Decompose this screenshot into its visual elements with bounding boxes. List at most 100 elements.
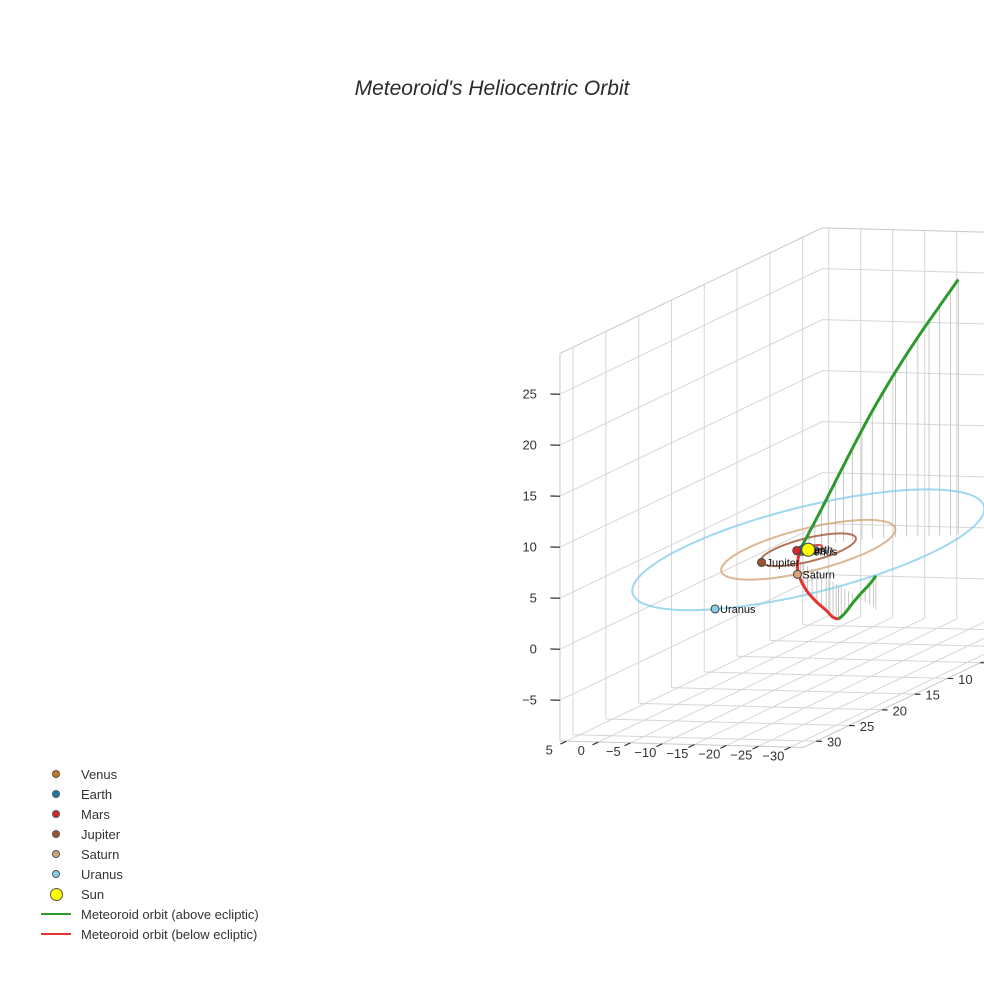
legend-label-sun: Sun: [81, 886, 105, 902]
venus-marker-icon: [52, 770, 60, 778]
z-tick-label: 0: [530, 642, 537, 657]
floor-gridline-x: [758, 637, 984, 747]
wall-x-gridline-z: [559, 472, 823, 599]
x-tick-mark: [752, 745, 759, 750]
legend-item-jupiter[interactable]: Jupiter: [40, 824, 259, 844]
wall-x-gridline-z: [559, 574, 823, 701]
planet-label-jupiter: Jupiter: [767, 557, 800, 569]
floor-gridline-x: [566, 615, 829, 742]
planet-label-saturn: Saturn: [802, 569, 834, 581]
z-tick-label: 20: [522, 438, 536, 453]
x-tick-mark: [688, 744, 695, 748]
floor-gridline-y: [671, 687, 915, 695]
legend-label-mars: Mars: [81, 806, 110, 822]
wall-x-gridline-z: [559, 523, 823, 650]
wall-y-gridline-z: [822, 523, 984, 529]
legend-item-below-ecliptic[interactable]: Meteoroid orbit (below ecliptic): [40, 924, 259, 944]
green-line-icon: [41, 913, 71, 915]
floor-gridline-x: [662, 617, 925, 745]
wall-y-gridline-z: [822, 319, 984, 325]
floor-gridline-y: [802, 624, 984, 631]
axis-box-edge: [559, 740, 804, 748]
floor-gridline-y: [769, 640, 984, 647]
x-tick-label: −20: [698, 747, 720, 762]
y-tick-label: 30: [827, 735, 841, 750]
wall-x-gridline-z: [559, 319, 823, 446]
floor-gridline-y: [638, 702, 882, 711]
x-tick-label: 0: [578, 743, 585, 758]
legend-item-saturn[interactable]: Saturn: [40, 844, 259, 864]
wall-y-gridline-z: [822, 472, 984, 478]
earth-marker-icon: [52, 790, 60, 798]
legend-label-jupiter: Jupiter: [81, 826, 121, 842]
wall-x-gridline-z: [559, 370, 823, 497]
y-tick-label: 25: [860, 719, 874, 734]
floor-gridline-x: [598, 616, 861, 743]
meteoroid-orbit-above-2: [837, 575, 878, 621]
z-tick-label: 25: [522, 387, 536, 402]
legend-label-above-ecliptic: Meteoroid orbit (above ecliptic): [81, 906, 259, 922]
z-tick-label: 10: [522, 540, 536, 555]
legend-label-venus: Venus: [81, 766, 118, 782]
meteoroid-orbit-above-1: [798, 278, 960, 551]
x-tick-label: −25: [730, 747, 752, 762]
legend-label-uranus: Uranus: [81, 866, 123, 882]
y-tick-label: 10: [958, 672, 972, 687]
floor-gridline-x: [790, 653, 984, 748]
x-tick-label: 5: [546, 742, 553, 757]
x-tick-label: −10: [634, 745, 656, 760]
axis-box-edge: [802, 660, 984, 748]
meteoroid-orbit: [795, 278, 960, 621]
axis-box-edge: [559, 227, 823, 354]
chart-title: Meteoroid's Heliocentric Orbit: [355, 77, 631, 100]
sun-marker-icon: [49, 887, 63, 901]
floor-gridline-y: [573, 734, 817, 742]
x-tick-label: −15: [666, 746, 688, 761]
x-tick-mark: [784, 746, 791, 751]
mars-marker-icon: [52, 810, 60, 818]
red-line-icon: [41, 933, 71, 935]
legend-item-sun[interactable]: Sun: [40, 884, 259, 904]
x-tick-mark: [624, 742, 631, 747]
uranus-marker-icon: [52, 870, 60, 878]
legend-label-saturn: Saturn: [81, 846, 120, 862]
x-tick-mark: [560, 740, 567, 745]
tick-layer: −30−25−20−15−10−505−5051015202530−505101…: [522, 387, 984, 763]
legend-item-earth[interactable]: Earth: [40, 784, 259, 804]
wall-y-gridline-z: [822, 574, 984, 580]
orbit-uranus: [631, 488, 984, 612]
legend-label-earth: Earth: [81, 786, 113, 802]
x-tick-label: −30: [762, 748, 784, 763]
floor-gridline-x: [694, 618, 957, 746]
meteoroid-orbit-below: [795, 551, 839, 621]
floor-gridline-y: [737, 655, 981, 664]
floor-gridline-x: [630, 616, 893, 744]
legend-label-below-ecliptic: Meteoroid orbit (below ecliptic): [81, 926, 258, 942]
wall-x-gridline-z: [559, 421, 823, 548]
z-tick-label: −5: [522, 693, 537, 708]
wall-x-gridline-z: [559, 268, 823, 395]
x-tick-mark: [720, 744, 727, 749]
wall-y-gridline-z: [822, 370, 984, 376]
sun-marker: [801, 542, 816, 557]
wall-y-gridline-z: [822, 421, 984, 427]
axis-box-edge: [822, 227, 984, 233]
legend-item-above-ecliptic[interactable]: Meteoroid orbit (above ecliptic): [40, 904, 259, 924]
legend-item-mars[interactable]: Mars: [40, 804, 259, 824]
legend-item-venus[interactable]: Venus: [40, 764, 259, 784]
planet-marker-mars: [792, 545, 802, 555]
planet-marker-saturn: [792, 569, 802, 579]
legend-item-uranus[interactable]: Uranus: [40, 864, 259, 884]
x-tick-mark: [656, 743, 663, 748]
planet-marker-jupiter: [757, 557, 767, 567]
grid-layer: [559, 227, 984, 748]
z-tick-label: 15: [522, 489, 536, 504]
floor-gridline-y: [704, 671, 948, 679]
x-tick-mark: [592, 741, 599, 746]
floor-gridline-y: [605, 718, 850, 727]
planet-label-uranus: Uranus: [720, 604, 756, 616]
wall-y-gridline-z: [822, 268, 984, 274]
y-tick-label: 20: [893, 703, 907, 718]
